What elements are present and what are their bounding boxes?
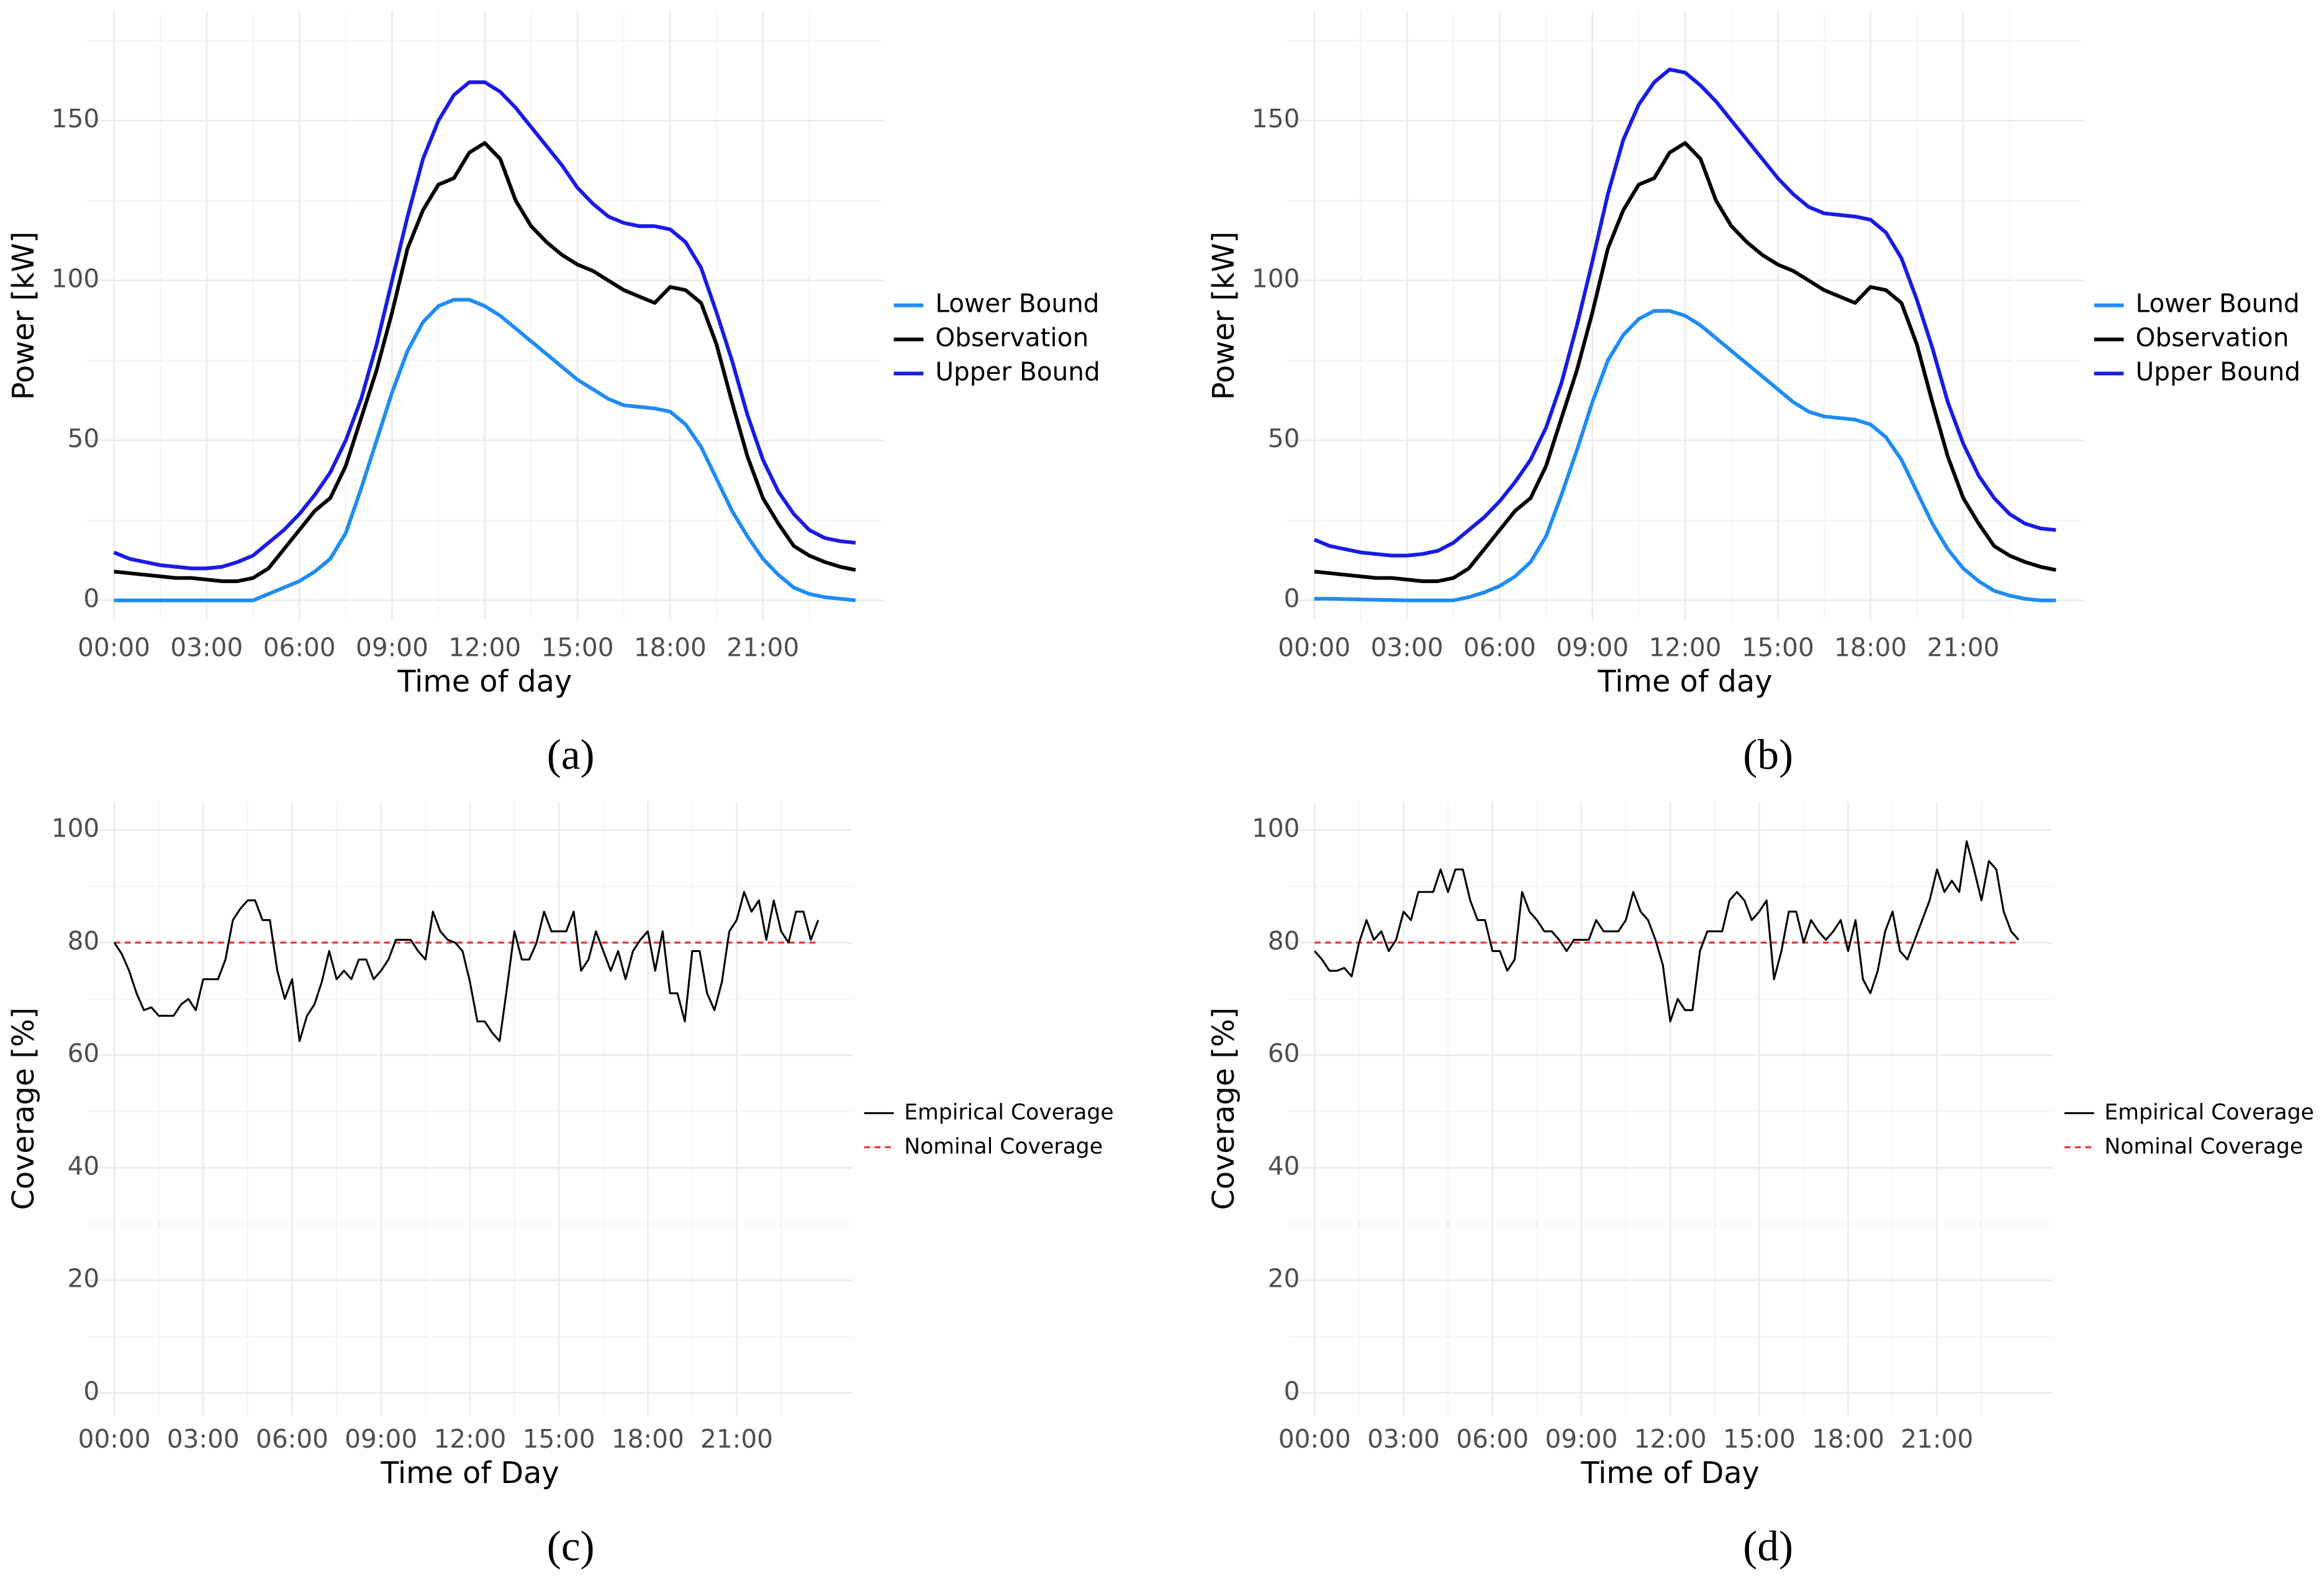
y-tick-label: 60 [1268, 1038, 1300, 1068]
x-tick-label: 18:00 [612, 1424, 684, 1454]
x-tick-label: 00:00 [1278, 632, 1350, 662]
y-tick-label: 60 [68, 1038, 100, 1068]
y-tick-label: 100 [52, 814, 99, 843]
x-tick-label: 00:00 [1278, 1424, 1351, 1454]
y-tick-label: 100 [1252, 814, 1300, 843]
legend-label: Nominal Coverage [2104, 1134, 2303, 1159]
x-tick-label: 00:00 [78, 632, 150, 662]
panel-label: (d) [1743, 1522, 1793, 1569]
x-tick-label: 06:00 [263, 632, 336, 662]
x-tick-label: 15:00 [1742, 632, 1814, 662]
x-tick-label: 12:00 [1649, 632, 1722, 662]
data-line [1314, 840, 2020, 1023]
data-line [114, 141, 856, 583]
y-axis-title: Power [kW] [1207, 232, 1241, 401]
x-tick-label: 00:00 [78, 1424, 151, 1454]
x-tick-label: 09:00 [345, 1424, 417, 1454]
legend-label: Empirical Coverage [904, 1100, 1114, 1125]
legend-label: Observation [935, 323, 1088, 353]
y-axis-title: Power [kW] [7, 232, 41, 401]
x-tick-label: 21:00 [700, 1424, 773, 1454]
y-tick-label: 0 [1284, 584, 1300, 614]
legend-label: Upper Bound [2136, 356, 2301, 386]
x-tick-label: 12:00 [433, 1424, 506, 1454]
data-line [114, 297, 856, 602]
legend-label: Upper Bound [935, 356, 1100, 386]
panel-label: (c) [547, 1522, 595, 1569]
legend-label: Observation [2136, 323, 2289, 353]
y-tick-label: 150 [1252, 104, 1300, 134]
x-tick-label: 06:00 [256, 1424, 328, 1454]
x-tick-label: 03:00 [167, 1424, 240, 1454]
y-tick-label: 20 [68, 1264, 100, 1294]
x-tick-label: 15:00 [541, 632, 614, 662]
data-line [1314, 309, 2056, 602]
y-tick-label: 50 [68, 424, 100, 453]
data-line [1313, 67, 2056, 558]
y-axis-title: Coverage [%] [7, 1007, 41, 1210]
legend-label: Empirical Coverage [2104, 1100, 2314, 1125]
x-tick-label: 21:00 [726, 632, 799, 662]
y-tick-label: 0 [1284, 1376, 1300, 1406]
y-tick-label: 80 [1268, 926, 1300, 956]
y-tick-label: 20 [1268, 1264, 1300, 1294]
data-line [113, 80, 856, 571]
y-tick-label: 0 [83, 584, 99, 614]
panel-label: (b) [1743, 730, 1793, 778]
y-tick-label: 80 [68, 926, 100, 956]
y-tick-label: 100 [1252, 264, 1300, 294]
x-tick-label: 15:00 [523, 1424, 595, 1454]
x-axis-title: Time of day [397, 664, 572, 699]
legend-label: Lower Bound [2136, 289, 2300, 319]
panel-label: (a) [547, 730, 595, 778]
legend-label: Nominal Coverage [904, 1134, 1103, 1159]
x-tick-label: 03:00 [1367, 1424, 1440, 1454]
x-tick-label: 21:00 [1901, 1424, 1973, 1454]
y-tick-label: 150 [52, 104, 99, 134]
x-tick-label: 12:00 [448, 632, 521, 662]
x-tick-label: 15:00 [1723, 1424, 1796, 1454]
x-tick-label: 09:00 [1556, 632, 1629, 662]
y-tick-label: 0 [83, 1376, 99, 1406]
y-tick-label: 40 [1268, 1151, 1300, 1181]
x-tick-label: 06:00 [1463, 632, 1536, 662]
x-tick-label: 18:00 [1834, 632, 1907, 662]
x-axis-title: Time of Day [1580, 1456, 1759, 1490]
y-axis-title: Coverage [%] [1207, 1007, 1241, 1210]
x-tick-label: 21:00 [1927, 632, 1999, 662]
x-tick-label: 18:00 [634, 632, 707, 662]
x-tick-label: 12:00 [1634, 1424, 1707, 1454]
x-tick-label: 03:00 [170, 632, 243, 662]
y-tick-label: 100 [52, 264, 99, 294]
y-tick-label: 50 [1268, 424, 1300, 453]
y-tick-label: 40 [68, 1151, 100, 1181]
x-axis-title: Time of day [1598, 664, 1773, 699]
x-tick-label: 09:00 [356, 632, 428, 662]
x-tick-label: 03:00 [1371, 632, 1444, 662]
x-tick-label: 09:00 [1545, 1424, 1617, 1454]
x-tick-label: 06:00 [1456, 1424, 1529, 1454]
data-line [113, 891, 820, 1043]
data-line [1314, 141, 2056, 583]
x-tick-label: 18:00 [1812, 1424, 1884, 1454]
x-axis-title: Time of Day [380, 1456, 559, 1490]
legend-label: Lower Bound [935, 289, 1099, 319]
